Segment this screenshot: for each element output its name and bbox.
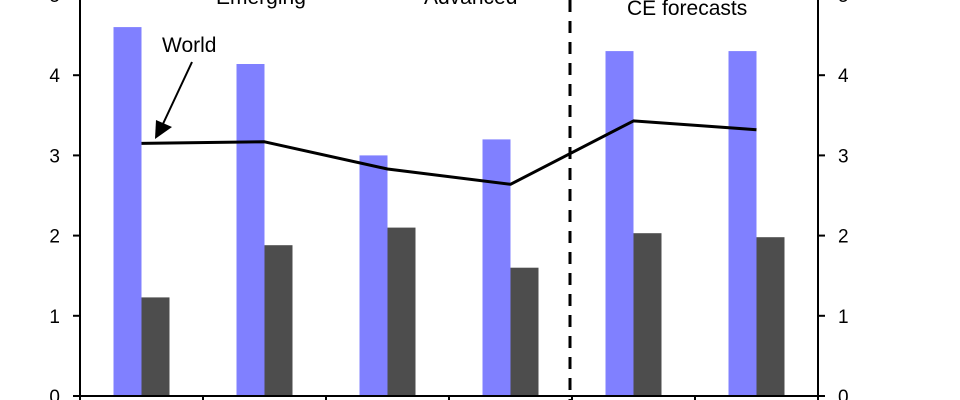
emerging-bar (482, 139, 511, 396)
forecast-label: CE forecasts (627, 0, 747, 20)
emerging-bar (728, 51, 757, 396)
world-arrow-head (155, 120, 172, 139)
advanced-bar (264, 245, 293, 396)
world-line (141, 119, 757, 186)
y-tick-label-right: 0 (838, 387, 849, 400)
emerging-bar (605, 51, 634, 396)
y-tick-label-left: 3 (49, 146, 60, 167)
axes-layer: 0 1 2 3 4 5 0 1 2 3 4 5 (49, 0, 849, 400)
y-tick-label-right: 1 (838, 307, 849, 328)
y-tick-label-left: 1 (49, 307, 60, 328)
y-tick-label-right: 3 (838, 146, 849, 167)
y-tick-label-left: 2 (49, 227, 60, 248)
legend-emerging-label: Emerging (216, 0, 306, 9)
legend: Emerging Advanced (216, 0, 517, 9)
advanced-bar (633, 233, 662, 396)
emerging-bar (359, 155, 388, 396)
advanced-bar (756, 237, 785, 396)
advanced-bar (387, 227, 416, 396)
advanced-bar (141, 297, 170, 396)
y-tick-label-left: 5 (49, 0, 60, 7)
world-label: World (162, 34, 216, 57)
advanced-bar (510, 267, 539, 396)
emerging-bar (113, 27, 142, 396)
y-tick-label-right: 2 (838, 227, 849, 248)
y-tick-label-left: 0 (49, 387, 60, 400)
y-tick-label-left: 4 (49, 66, 60, 87)
y-tick-label-right: 5 (838, 0, 849, 7)
emerging-bar (236, 64, 265, 396)
bars-layer (113, 27, 785, 396)
y-tick-label-right: 4 (838, 66, 849, 87)
world-arrow-shaft (161, 61, 193, 127)
legend-advanced-label: Advanced (424, 0, 517, 9)
world-line-layer (141, 119, 757, 186)
